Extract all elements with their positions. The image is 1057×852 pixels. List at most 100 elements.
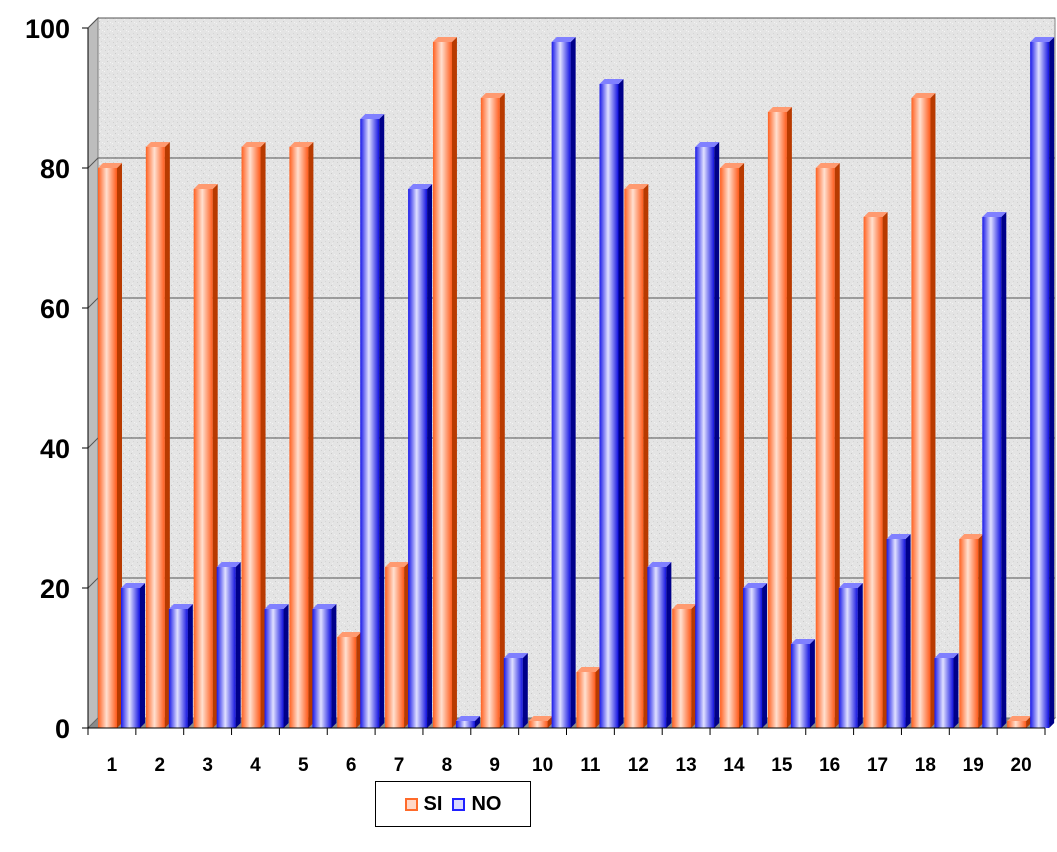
bar-top — [98, 163, 122, 168]
bar-side — [522, 653, 528, 728]
bar-front — [145, 147, 165, 728]
bar-top — [695, 142, 720, 147]
bar-front — [911, 98, 931, 728]
bar-front — [647, 567, 667, 728]
bar-side — [666, 562, 672, 728]
x-tick-label: 2 — [154, 755, 165, 775]
bar-front — [599, 84, 619, 728]
bar-no-4 — [264, 604, 289, 728]
bar-si-10 — [528, 716, 553, 728]
y-tick-label: 20 — [40, 574, 70, 604]
bar-front — [289, 147, 309, 728]
bar-si-4 — [241, 142, 266, 728]
bar-top — [360, 114, 385, 119]
bar-si-14 — [720, 163, 745, 728]
bar-front — [408, 189, 428, 728]
legend: SI NO — [375, 781, 531, 827]
bar-top — [1007, 716, 1032, 721]
bar-front — [863, 217, 883, 728]
bar-side — [1026, 716, 1032, 728]
bar-si-1 — [98, 163, 122, 728]
bar-top — [289, 142, 314, 147]
x-tick-label: 16 — [819, 755, 840, 775]
bar-front — [337, 637, 357, 728]
x-tick-label: 12 — [628, 755, 649, 775]
bar-si-13 — [672, 604, 697, 728]
bar-side — [857, 583, 863, 728]
x-tick-label: 10 — [532, 755, 553, 775]
y-tick-label: 80 — [40, 154, 70, 184]
bar-top — [624, 184, 649, 189]
bar-front — [503, 658, 523, 728]
bar-front — [193, 189, 213, 728]
bar-side — [691, 604, 697, 728]
bar-side — [595, 667, 601, 728]
bar-no-1 — [121, 583, 145, 728]
bar-front — [98, 168, 117, 728]
bar-top — [264, 604, 289, 609]
bar-top — [911, 93, 936, 98]
bar-side — [786, 107, 792, 728]
bar-side — [117, 163, 122, 728]
x-tick-label: 18 — [915, 755, 936, 775]
x-tick-label: 1 — [107, 755, 118, 775]
bar-side — [331, 604, 337, 728]
bar-no-14 — [743, 583, 768, 728]
bar-front — [432, 42, 452, 728]
bar-front — [216, 567, 236, 728]
legend-item-si: SI — [404, 793, 442, 816]
bar-side — [379, 114, 385, 728]
bar-front — [264, 609, 284, 728]
bar-side — [404, 562, 410, 728]
bar-top — [337, 632, 362, 637]
bar-si-7 — [385, 562, 410, 728]
bar-front — [624, 189, 644, 728]
bar-top — [720, 163, 745, 168]
bar-side — [882, 212, 888, 728]
legend-label-no: NO — [471, 792, 502, 815]
x-tick-label: 19 — [963, 755, 984, 775]
bar-top — [121, 583, 145, 588]
bar-si-9 — [480, 93, 505, 728]
bar-no-11 — [599, 79, 624, 728]
bar-front — [934, 658, 954, 728]
bar-top — [385, 562, 410, 567]
bar-side — [953, 653, 959, 728]
bar-side — [978, 534, 984, 728]
y-tick-labels: 0 20 40 60 80 100 — [25, 14, 70, 744]
bar-si-8 — [432, 37, 457, 728]
bar-front — [720, 168, 740, 728]
bar-top — [503, 653, 528, 658]
bar-si-16 — [815, 163, 840, 728]
bar-no-2 — [168, 604, 193, 728]
bar-side — [834, 163, 840, 728]
bar-no-19 — [982, 212, 1007, 728]
bar-front — [1030, 42, 1050, 728]
bar-top — [863, 212, 888, 217]
bar-front — [480, 98, 500, 728]
y-tick-label: 100 — [25, 14, 70, 44]
bar-top — [551, 37, 576, 42]
bar-side — [547, 716, 553, 728]
bar-no-7 — [408, 184, 433, 728]
bar-top — [934, 653, 959, 658]
bar-top — [528, 716, 553, 721]
bar-si-19 — [959, 534, 984, 728]
bar-side — [235, 562, 241, 728]
bar-top — [168, 604, 193, 609]
bar-front — [790, 644, 810, 728]
y-tick-label: 60 — [40, 294, 70, 324]
bar-side — [1001, 212, 1007, 728]
bar-no-3 — [216, 562, 241, 728]
bar-si-15 — [767, 107, 792, 728]
bar-front — [576, 672, 596, 728]
bar-si-18 — [911, 93, 936, 728]
bar-top — [408, 184, 433, 189]
bar-top — [312, 604, 337, 609]
y-tick-label: 0 — [55, 714, 70, 744]
x-tick-label: 4 — [250, 755, 261, 775]
x-tick-labels: 1 2 3 4 5 6 7 8 9 10 11 12 13 14 15 16 17 18 19 20 — [107, 755, 1032, 775]
bar-side — [140, 583, 145, 728]
bar-side — [739, 163, 745, 728]
x-tick-label: 14 — [723, 755, 745, 775]
